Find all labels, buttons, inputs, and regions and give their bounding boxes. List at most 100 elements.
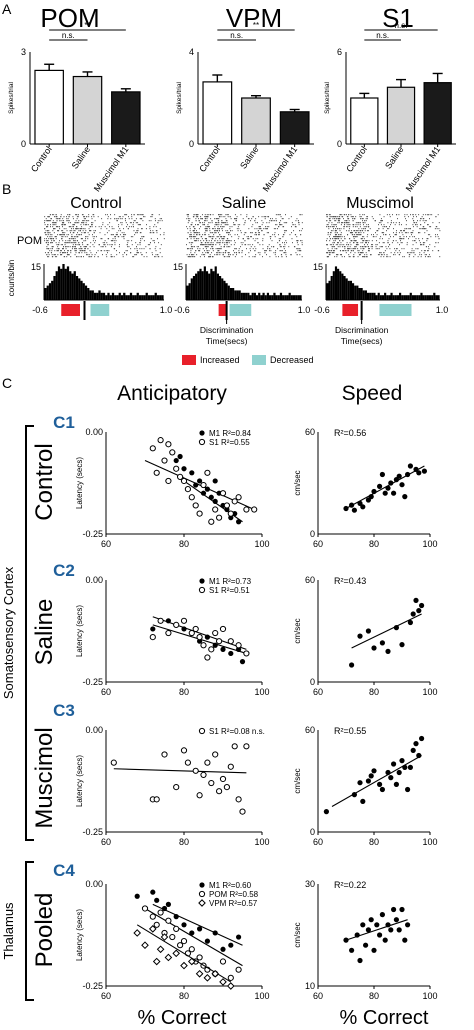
raster-spike bbox=[331, 216, 333, 218]
raster-spike bbox=[229, 234, 231, 236]
raster-spike bbox=[47, 252, 49, 254]
raster-spike bbox=[134, 234, 136, 236]
raster-spike bbox=[412, 218, 414, 220]
raster-spike bbox=[61, 254, 63, 256]
data-point-filled bbox=[323, 809, 329, 815]
raster-spike bbox=[384, 234, 386, 236]
raster-spike bbox=[150, 230, 152, 232]
raster-spike bbox=[44, 232, 46, 234]
psth-y-tick-label: 15 bbox=[173, 262, 183, 272]
raster-spike bbox=[91, 216, 93, 218]
raster-spike bbox=[83, 218, 85, 220]
raster-spike bbox=[132, 224, 134, 226]
raster-spike bbox=[363, 244, 365, 246]
raster-spike bbox=[217, 218, 219, 220]
psth-bin bbox=[403, 295, 406, 300]
raster-spike bbox=[257, 234, 259, 236]
raster-spike bbox=[135, 218, 137, 220]
raster-spike bbox=[46, 246, 48, 248]
raster-spike bbox=[141, 218, 143, 220]
raster-spike bbox=[110, 234, 112, 236]
raster-spike bbox=[77, 232, 78, 234]
raster-spike bbox=[413, 240, 415, 242]
raster-spike bbox=[187, 228, 189, 230]
raster-spike bbox=[362, 214, 364, 216]
raster-spike bbox=[108, 238, 110, 240]
raster-spike bbox=[262, 222, 264, 224]
raster-spike bbox=[408, 254, 410, 256]
raster-spike bbox=[338, 236, 340, 238]
raster-spike bbox=[87, 238, 89, 240]
raster-spike bbox=[60, 250, 62, 252]
raster-spike bbox=[117, 220, 118, 222]
psth-bin bbox=[102, 292, 106, 300]
raster-spike bbox=[420, 218, 422, 220]
data-point-filled bbox=[416, 752, 422, 759]
raster-spike bbox=[387, 242, 389, 244]
raster-spike bbox=[263, 228, 265, 230]
raster-spike bbox=[57, 250, 58, 252]
raster-spike bbox=[238, 228, 240, 230]
raster-spike bbox=[226, 240, 228, 242]
raster-spike bbox=[338, 222, 340, 224]
raster-spike bbox=[432, 222, 434, 224]
raster-spike bbox=[386, 256, 388, 258]
raster-spike bbox=[61, 250, 62, 252]
raster-spike bbox=[68, 222, 70, 224]
raster-spike bbox=[294, 224, 296, 226]
raster-spike bbox=[243, 224, 245, 226]
speed-r2-label: R²=0.56 bbox=[334, 428, 366, 438]
raster-spike bbox=[347, 246, 349, 248]
raster-spike bbox=[204, 254, 206, 256]
raster-spike bbox=[342, 250, 344, 252]
raster-spike bbox=[341, 222, 343, 224]
raster-spike bbox=[157, 256, 159, 258]
raster-spike bbox=[328, 250, 330, 252]
raster-spike bbox=[228, 252, 230, 254]
raster-spike bbox=[295, 226, 297, 228]
raster-spike bbox=[190, 254, 192, 256]
raster-spike bbox=[243, 238, 244, 240]
raster-spike bbox=[339, 254, 341, 256]
raster-spike bbox=[189, 236, 191, 238]
raster-spike bbox=[399, 230, 401, 232]
raster-spike bbox=[252, 216, 254, 218]
raster-spike bbox=[217, 254, 219, 256]
data-point-open bbox=[180, 747, 188, 754]
raster-spike bbox=[88, 256, 90, 258]
raster-spike bbox=[266, 228, 268, 230]
raster-spike bbox=[367, 250, 369, 252]
raster-spike bbox=[60, 234, 62, 236]
raster-spike bbox=[216, 230, 218, 232]
latency-y-tick-label: -0.25 bbox=[82, 827, 103, 837]
raster-spike bbox=[83, 246, 85, 248]
raster-spike bbox=[74, 224, 75, 226]
raster-spike bbox=[261, 224, 263, 226]
raster-spike bbox=[74, 240, 76, 242]
data-point-filled bbox=[407, 463, 413, 469]
raster-spike bbox=[346, 244, 348, 246]
psth-bin bbox=[330, 276, 333, 300]
raster-spike bbox=[343, 218, 344, 220]
raster-spike bbox=[229, 226, 231, 228]
raster-spike bbox=[217, 226, 219, 228]
legend-entry: S1 R²=0.51 bbox=[209, 586, 250, 595]
psth-bin bbox=[242, 292, 246, 300]
raster-spike bbox=[154, 248, 156, 250]
raster-spike bbox=[88, 214, 90, 216]
raster-spike bbox=[47, 240, 49, 242]
raster-spike bbox=[129, 222, 131, 224]
raster-spike bbox=[51, 218, 52, 220]
raster-spike bbox=[200, 218, 202, 220]
data-point-filled bbox=[236, 934, 242, 940]
raster-spike bbox=[362, 218, 364, 220]
latency-y-tick-label: -0.25 bbox=[82, 981, 103, 991]
raster-spike bbox=[244, 240, 246, 242]
raster-spike bbox=[275, 218, 277, 220]
raster-spike bbox=[326, 240, 328, 242]
raster-spike bbox=[203, 250, 205, 252]
data-point-filled bbox=[382, 490, 388, 496]
x-tick-label: 80 bbox=[369, 837, 379, 847]
data-point-open bbox=[177, 942, 184, 949]
raster-spike bbox=[82, 228, 84, 230]
